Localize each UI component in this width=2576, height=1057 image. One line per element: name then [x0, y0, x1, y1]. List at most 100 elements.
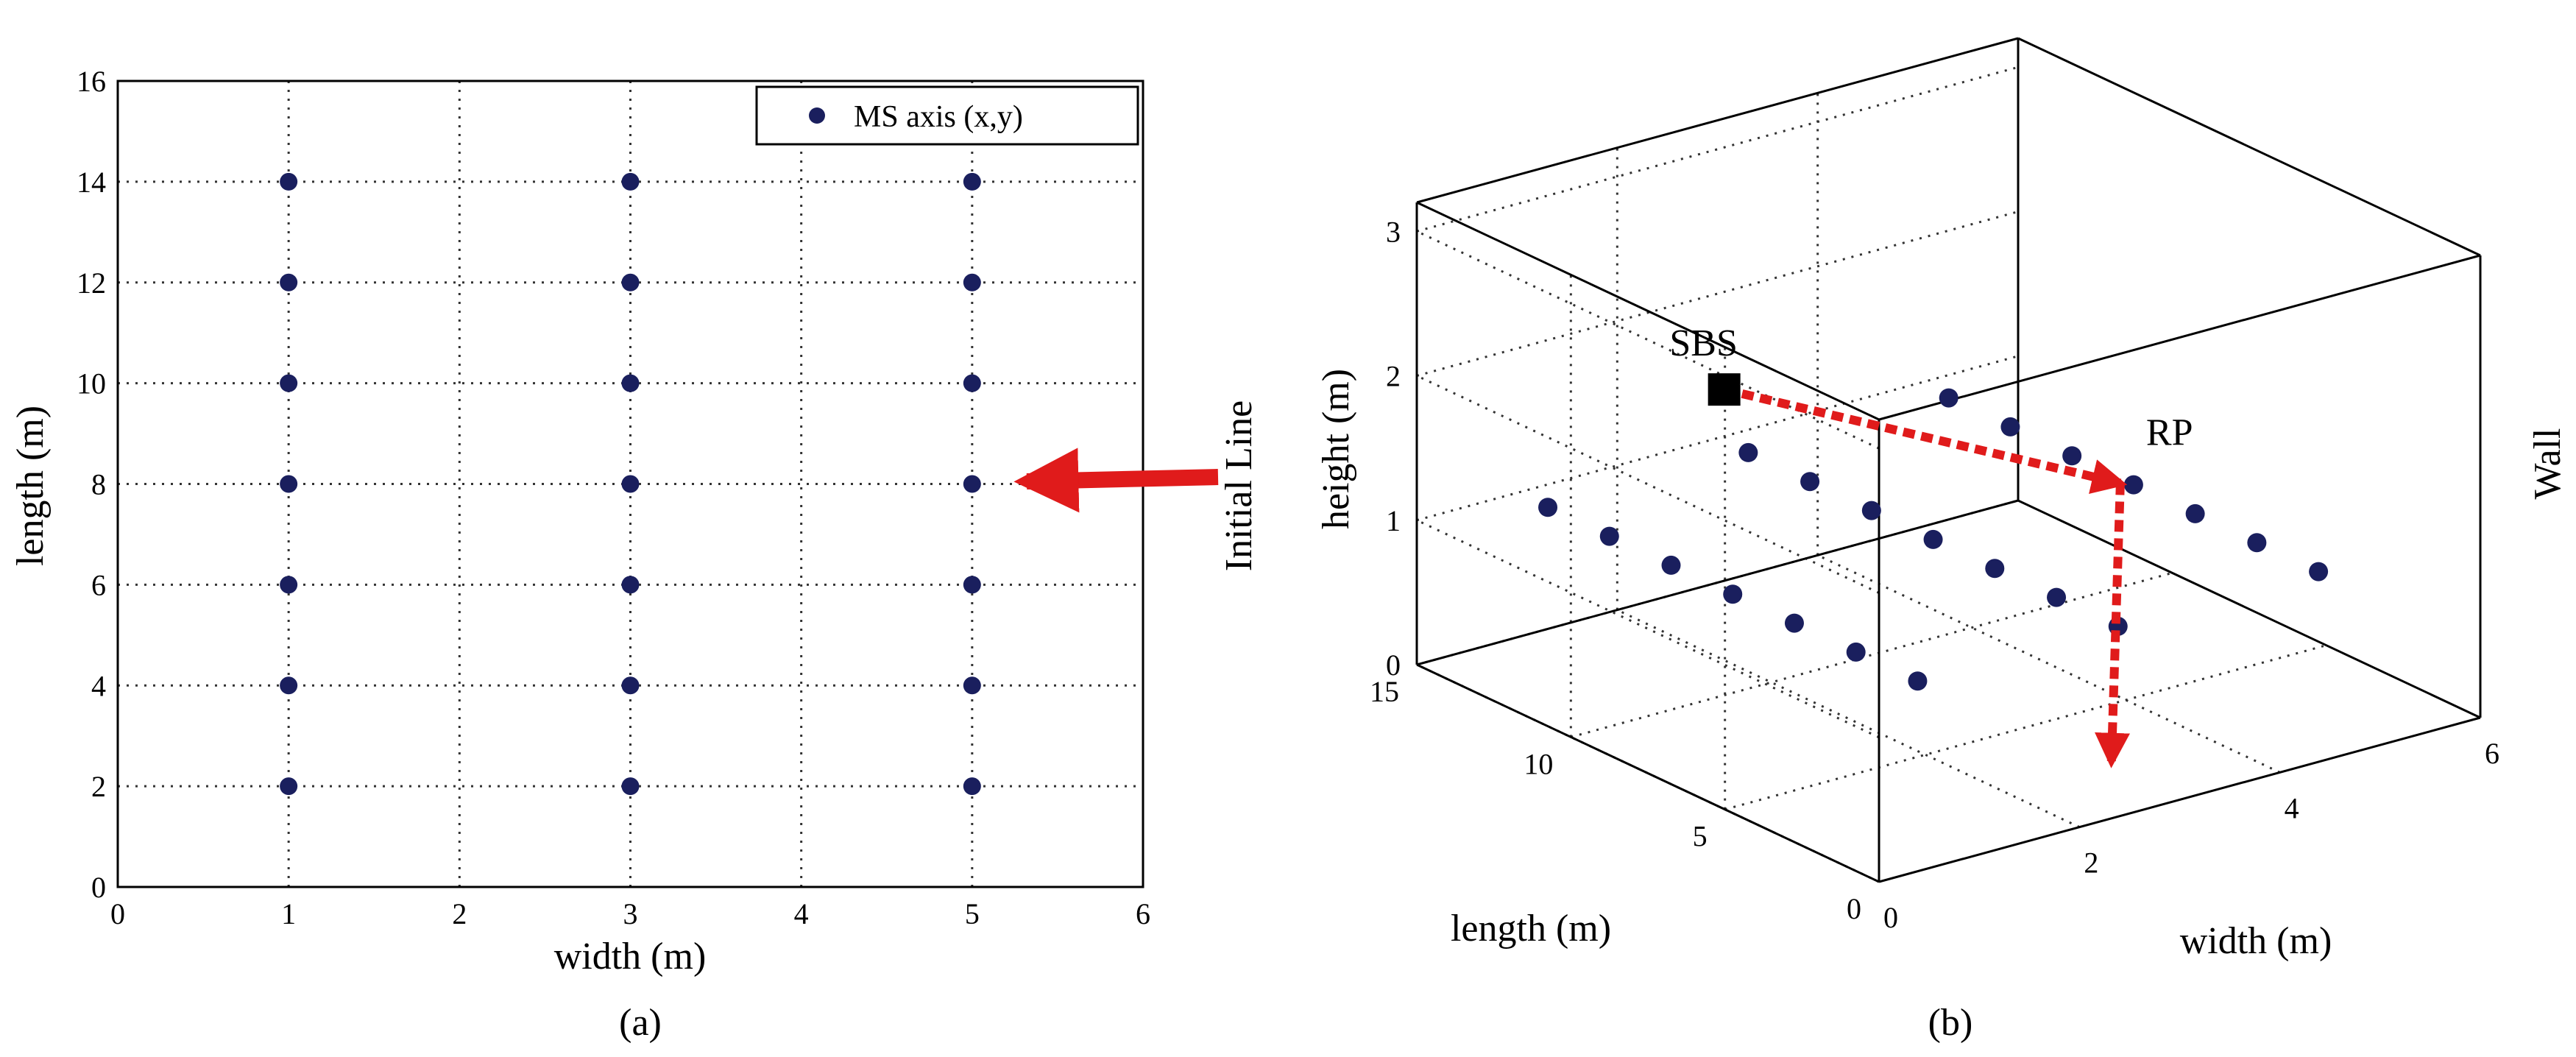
data-point-3d [2185, 503, 2205, 523]
wall-label: Wall [2527, 428, 2569, 500]
panel-b-grid [1416, 66, 2327, 883]
x-tick-label: 6 [1136, 897, 1150, 930]
length-tick-label: 5 [1693, 820, 1708, 853]
z-tick-label: 2 [1386, 360, 1401, 393]
data-point [280, 676, 298, 695]
panel-b-caption: (b) [1928, 1002, 1973, 1044]
width-tick-label: 2 [2084, 846, 2098, 880]
data-point-3d [1538, 498, 1558, 517]
grid-line-side-z [1416, 66, 2019, 233]
x-tick-label: 4 [794, 897, 809, 930]
panel-b-points [1538, 388, 2329, 691]
data-point [280, 172, 298, 191]
panel-a-caption: (a) [619, 1002, 662, 1044]
y-tick-label: 16 [77, 65, 106, 98]
data-point-3d [2309, 562, 2329, 581]
z-tick-label: 1 [1386, 504, 1401, 537]
data-point [963, 273, 981, 291]
data-point [621, 374, 640, 392]
data-point-3d [1784, 613, 1804, 633]
data-point [280, 576, 298, 594]
data-point [280, 777, 298, 796]
data-point [621, 576, 640, 594]
panel-a-points [280, 172, 981, 796]
grid-line-back-z [1416, 519, 1880, 739]
data-point-3d [1738, 442, 1758, 462]
data-point [963, 777, 981, 796]
data-point [963, 576, 981, 594]
data-point-3d [1846, 642, 1866, 662]
y-tick-label: 8 [91, 468, 106, 501]
data-point-3d [2062, 446, 2082, 466]
box-edge [1878, 254, 2481, 421]
panel-b-box-edges [1415, 37, 2482, 883]
panel-b-zlabel: height (m) [1315, 369, 1357, 529]
data-point [621, 172, 640, 191]
data-point [280, 475, 298, 493]
box-edge [1878, 716, 2481, 883]
data-point [621, 475, 640, 493]
x-tick-label: 3 [623, 897, 638, 930]
data-point-3d [2247, 533, 2267, 553]
data-point-3d [2047, 587, 2067, 607]
box-edge [2017, 37, 2481, 257]
length-tick-label: 15 [1370, 675, 1399, 708]
x-tick-label: 0 [110, 897, 125, 930]
box-edge [1416, 37, 2019, 204]
box-edge [1416, 499, 2019, 666]
data-point [963, 475, 981, 493]
x-tick-label: 1 [281, 897, 296, 930]
panel-a-ylabel: length (m) [10, 406, 52, 566]
grid-line-back-z [1416, 230, 1880, 450]
data-point [963, 374, 981, 392]
route-arrow-rp-to-ms [2095, 483, 2131, 768]
panel-a-legend: MS axis (x,y) [755, 85, 1139, 146]
rp-label: RP [2146, 411, 2193, 453]
data-point-3d [1861, 501, 1881, 520]
box-edge [1416, 201, 1880, 421]
data-point-3d [1985, 559, 2005, 579]
y-tick-label: 0 [91, 871, 106, 904]
box-edge [1416, 663, 1880, 883]
length-tick-label: 0 [1847, 892, 1861, 925]
x-tick-label: 5 [965, 897, 980, 930]
legend-box [755, 85, 1139, 146]
data-point [621, 777, 640, 796]
data-point-3d [1723, 584, 1743, 604]
box-edge [2017, 499, 2481, 719]
y-tick-label: 10 [77, 367, 106, 400]
panel-a-xlabel: width (m) [554, 936, 707, 978]
panel-b-route: SBS RP [1669, 322, 2193, 768]
data-point [280, 374, 298, 392]
data-point [621, 273, 640, 291]
data-point [963, 172, 981, 191]
sbs-label: SBS [1669, 322, 1738, 364]
length-tick-label: 10 [1524, 747, 1553, 780]
y-tick-label: 12 [77, 266, 106, 300]
data-point [280, 273, 298, 291]
data-point [963, 676, 981, 695]
width-tick-label: 0 [1883, 901, 1898, 934]
panel-b-xlabel: width (m) [2180, 920, 2332, 962]
grid-line-floor-x [1616, 609, 2080, 829]
initial-line-arrow [1013, 448, 1219, 513]
z-tick-label: 0 [1386, 648, 1401, 682]
data-point-3d [1923, 529, 1943, 549]
grid-line-back-z [1416, 375, 1880, 594]
panel-b-ylabel: length (m) [1451, 908, 1611, 950]
data-point-3d [2000, 417, 2020, 436]
data-point-3d [1908, 671, 1928, 691]
y-tick-label: 4 [91, 669, 106, 702]
data-point-3d [1661, 555, 1681, 575]
z-tick-label: 3 [1386, 215, 1401, 248]
data-point-3d [1939, 388, 1958, 408]
sbs-marker [1708, 373, 1741, 406]
data-point [621, 676, 640, 695]
x-tick-label: 2 [452, 897, 467, 930]
data-point-3d [1599, 526, 1619, 546]
